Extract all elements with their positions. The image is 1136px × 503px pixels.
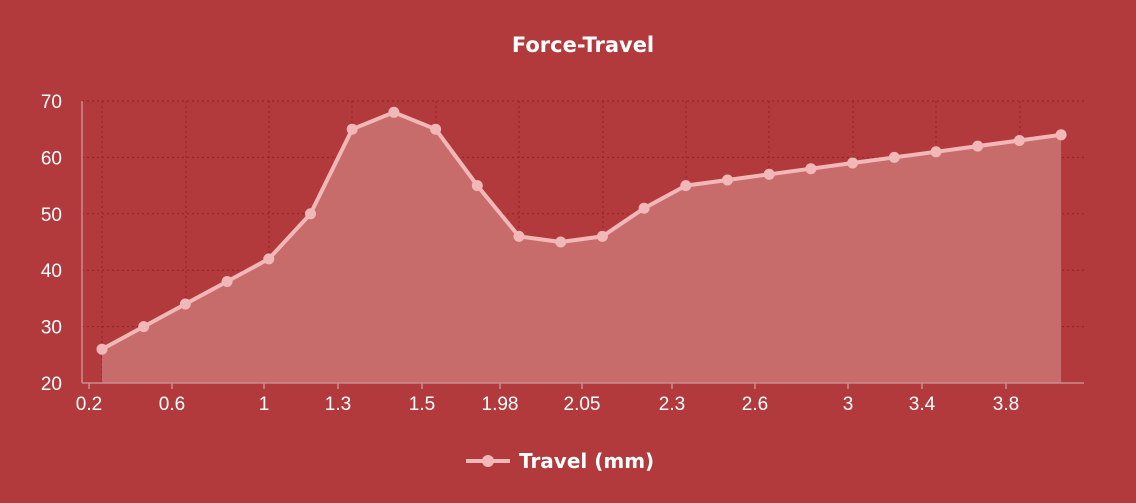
x-tick-label: 1.98 [482,394,519,415]
x-tick-label: 2.3 [659,394,685,415]
x-axis-ticks: 0.2 0.6 1 1.3 1.5 1.98 2.05 2.3 2.6 3 3.4 3.8 [76,394,1019,415]
y-tick-label: 20 [41,374,62,395]
data-point[interactable] [680,180,692,192]
series-points [96,106,1067,355]
data-point[interactable] [430,123,442,135]
x-tick-label: 1 [259,394,270,415]
area-layer [102,112,1062,384]
data-point[interactable] [388,106,400,118]
data-point[interactable] [763,168,775,180]
data-point[interactable] [471,180,483,192]
data-point[interactable] [888,151,900,163]
series-area-fill [102,112,1062,384]
data-point[interactable] [722,174,733,186]
x-tick-label: 1.5 [409,394,435,415]
data-point[interactable] [305,208,316,220]
data-point[interactable] [263,253,275,265]
series-line-layer [100,110,1064,352]
x-tick-label: 3 [843,394,854,415]
legend-label: Travel (mm) [519,449,654,473]
data-point[interactable] [555,236,567,248]
data-point[interactable] [346,123,358,135]
x-tick-label: 3.8 [993,394,1019,415]
y-tick-label: 50 [41,205,62,226]
data-point[interactable] [138,321,150,333]
data-point[interactable] [847,157,859,169]
data-point[interactable] [1055,129,1067,141]
x-tick-label: 2.6 [742,394,768,415]
data-point[interactable] [96,343,108,355]
y-tick-label: 40 [41,261,62,282]
y-axis-ticks: 20 30 40 50 60 70 [41,92,62,395]
y-tick-label: 30 [41,318,62,339]
x-tick-label: 2.05 [564,394,601,415]
series-line [100,110,1064,352]
x-tick-label: 3.4 [909,394,936,415]
data-point[interactable] [638,202,650,214]
data-point[interactable] [930,146,942,158]
data-point[interactable] [221,276,233,287]
chart-title: Force-Travel [512,33,654,57]
data-point[interactable] [513,230,525,242]
data-point[interactable] [972,140,984,152]
data-point[interactable] [596,230,608,242]
x-tick-label: 1.3 [325,394,351,415]
data-point[interactable] [805,163,817,175]
axes [81,101,1084,389]
legend[interactable]: Travel (mm) [466,449,654,473]
data-point[interactable] [179,298,191,310]
data-point[interactable] [1013,135,1025,146]
x-tick-label: 0.6 [159,394,185,415]
x-tick-label: 0.2 [76,394,102,415]
y-tick-label: 70 [41,92,62,113]
legend-point-marker [482,455,494,467]
y-tick-label: 60 [41,148,62,169]
